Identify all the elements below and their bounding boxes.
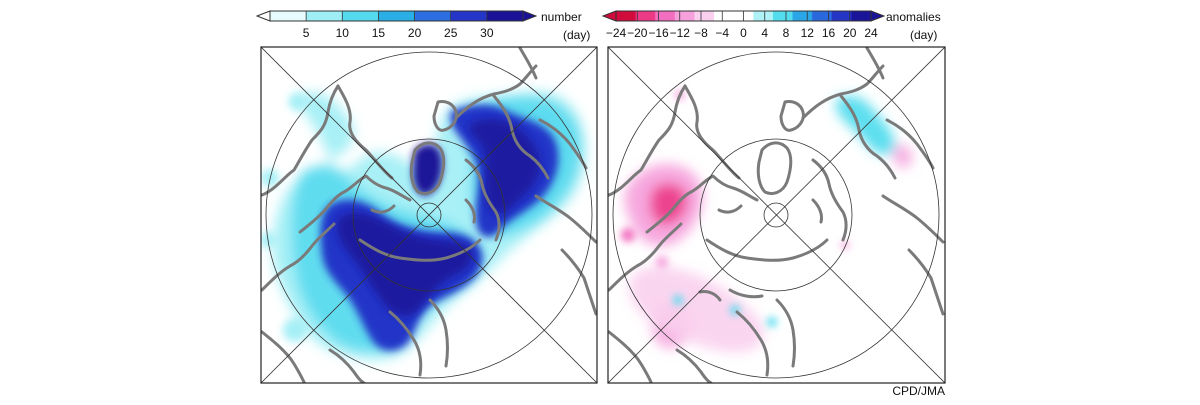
right-colorbar-segment xyxy=(674,11,695,21)
right-colorbar-segment xyxy=(851,11,872,21)
right-map-frame xyxy=(607,46,946,384)
right-colorbar-tick-label: 8 xyxy=(783,26,790,40)
right-colorbar-high-arrow xyxy=(870,10,886,22)
credit-label: CPD/JMA xyxy=(892,384,945,398)
right-shade-europe-magenta xyxy=(650,183,688,225)
left-colorbar-tick-label: 25 xyxy=(444,26,458,40)
right-colorbar-tick-label: −20 xyxy=(627,26,648,40)
right-colorbar-tick-label: 16 xyxy=(822,26,836,40)
right-shade-spot-pink-2 xyxy=(656,256,668,268)
left-map-frame xyxy=(260,46,598,384)
right-colorbar-tick-label: 0 xyxy=(740,26,747,40)
right-shade-america-pink xyxy=(893,144,912,168)
left-colorbar-high-arrow xyxy=(522,10,538,22)
right-colorbar-tick-label: 20 xyxy=(843,26,857,40)
left-colorbar-segment xyxy=(486,11,524,21)
left-map-panel xyxy=(260,46,598,384)
right-colorbar-segment xyxy=(616,11,637,21)
right-colorbar-segment xyxy=(635,11,656,21)
left-colorbar-tick-label: 5 xyxy=(303,26,310,40)
right-colorbar-tick-label: −4 xyxy=(715,26,729,40)
right-colorbar-tick-label: 12 xyxy=(801,26,815,40)
right-shade-spot-pink-1 xyxy=(621,228,635,242)
left-shade-canada-dark xyxy=(468,118,541,214)
right-colorbar-low-arrow xyxy=(601,10,617,22)
left-colorbar: 5 10 15 20 25 30 number (day) xyxy=(255,10,590,42)
right-colorbar-unit: (day) xyxy=(910,28,937,42)
right-colorbar-segment xyxy=(812,11,833,21)
right-colorbar-segment xyxy=(831,11,852,21)
right-colorbar: −24 −20 −16 −12 −8 −4 0 4 8 12 16 20 24 anomalies (d… xyxy=(601,10,941,42)
left-colorbar-segment xyxy=(306,11,343,21)
right-map-panel xyxy=(607,46,946,384)
right-colorbar-segment xyxy=(714,11,735,21)
left-colorbar-ticks: 5 10 15 20 25 30 xyxy=(303,11,494,40)
left-colorbar-segment xyxy=(414,11,452,21)
right-colorbar-ticks: −24 −20 −16 −12 −8 −4 0 4 8 12 16 20 24 xyxy=(606,11,878,40)
right-colorbar-tick-label: −12 xyxy=(670,26,691,40)
right-colorbar-segment xyxy=(753,11,774,21)
right-colorbar-segment xyxy=(772,11,794,21)
right-map-coastlines xyxy=(608,47,945,383)
right-colorbar-title: anomalies xyxy=(886,10,941,24)
left-colorbar-unit: (day) xyxy=(563,28,590,42)
right-shade-spot-cyan-1 xyxy=(673,295,683,305)
right-shade-spot-cyan-3 xyxy=(767,317,777,327)
right-colorbar-tick-label: −24 xyxy=(606,26,627,40)
left-colorbar-low-arrow xyxy=(255,10,271,22)
left-shade-siberia-dark xyxy=(337,212,473,316)
right-colorbar-tick-label: 4 xyxy=(761,26,768,40)
left-colorbar-title: number xyxy=(541,10,582,24)
left-colorbar-tick-label: 15 xyxy=(372,26,386,40)
left-colorbar-segments xyxy=(270,11,524,21)
left-colorbar-tick-label: 10 xyxy=(336,26,350,40)
left-colorbar-segment xyxy=(342,11,379,21)
left-colorbar-tick-label: 20 xyxy=(408,26,422,40)
right-colorbar-segment xyxy=(694,11,715,21)
left-colorbar-segment xyxy=(378,11,416,21)
right-colorbar-tick-label: −16 xyxy=(648,26,669,40)
left-shade-greenland xyxy=(412,143,443,196)
right-map-shading xyxy=(621,90,912,353)
left-map-graticule xyxy=(261,47,597,383)
right-map-graticule xyxy=(608,47,945,383)
right-colorbar-tick-label: 24 xyxy=(864,26,878,40)
right-shade-asia-lightpink xyxy=(629,266,765,353)
left-colorbar-segment xyxy=(450,11,488,21)
left-colorbar-tick-label: 30 xyxy=(480,26,494,40)
left-colorbar-frame xyxy=(269,10,524,22)
right-colorbar-segment xyxy=(655,11,676,21)
right-colorbar-tick-label: −8 xyxy=(694,26,708,40)
right-colorbar-segment xyxy=(792,11,813,21)
left-colorbar-segment xyxy=(270,11,307,21)
